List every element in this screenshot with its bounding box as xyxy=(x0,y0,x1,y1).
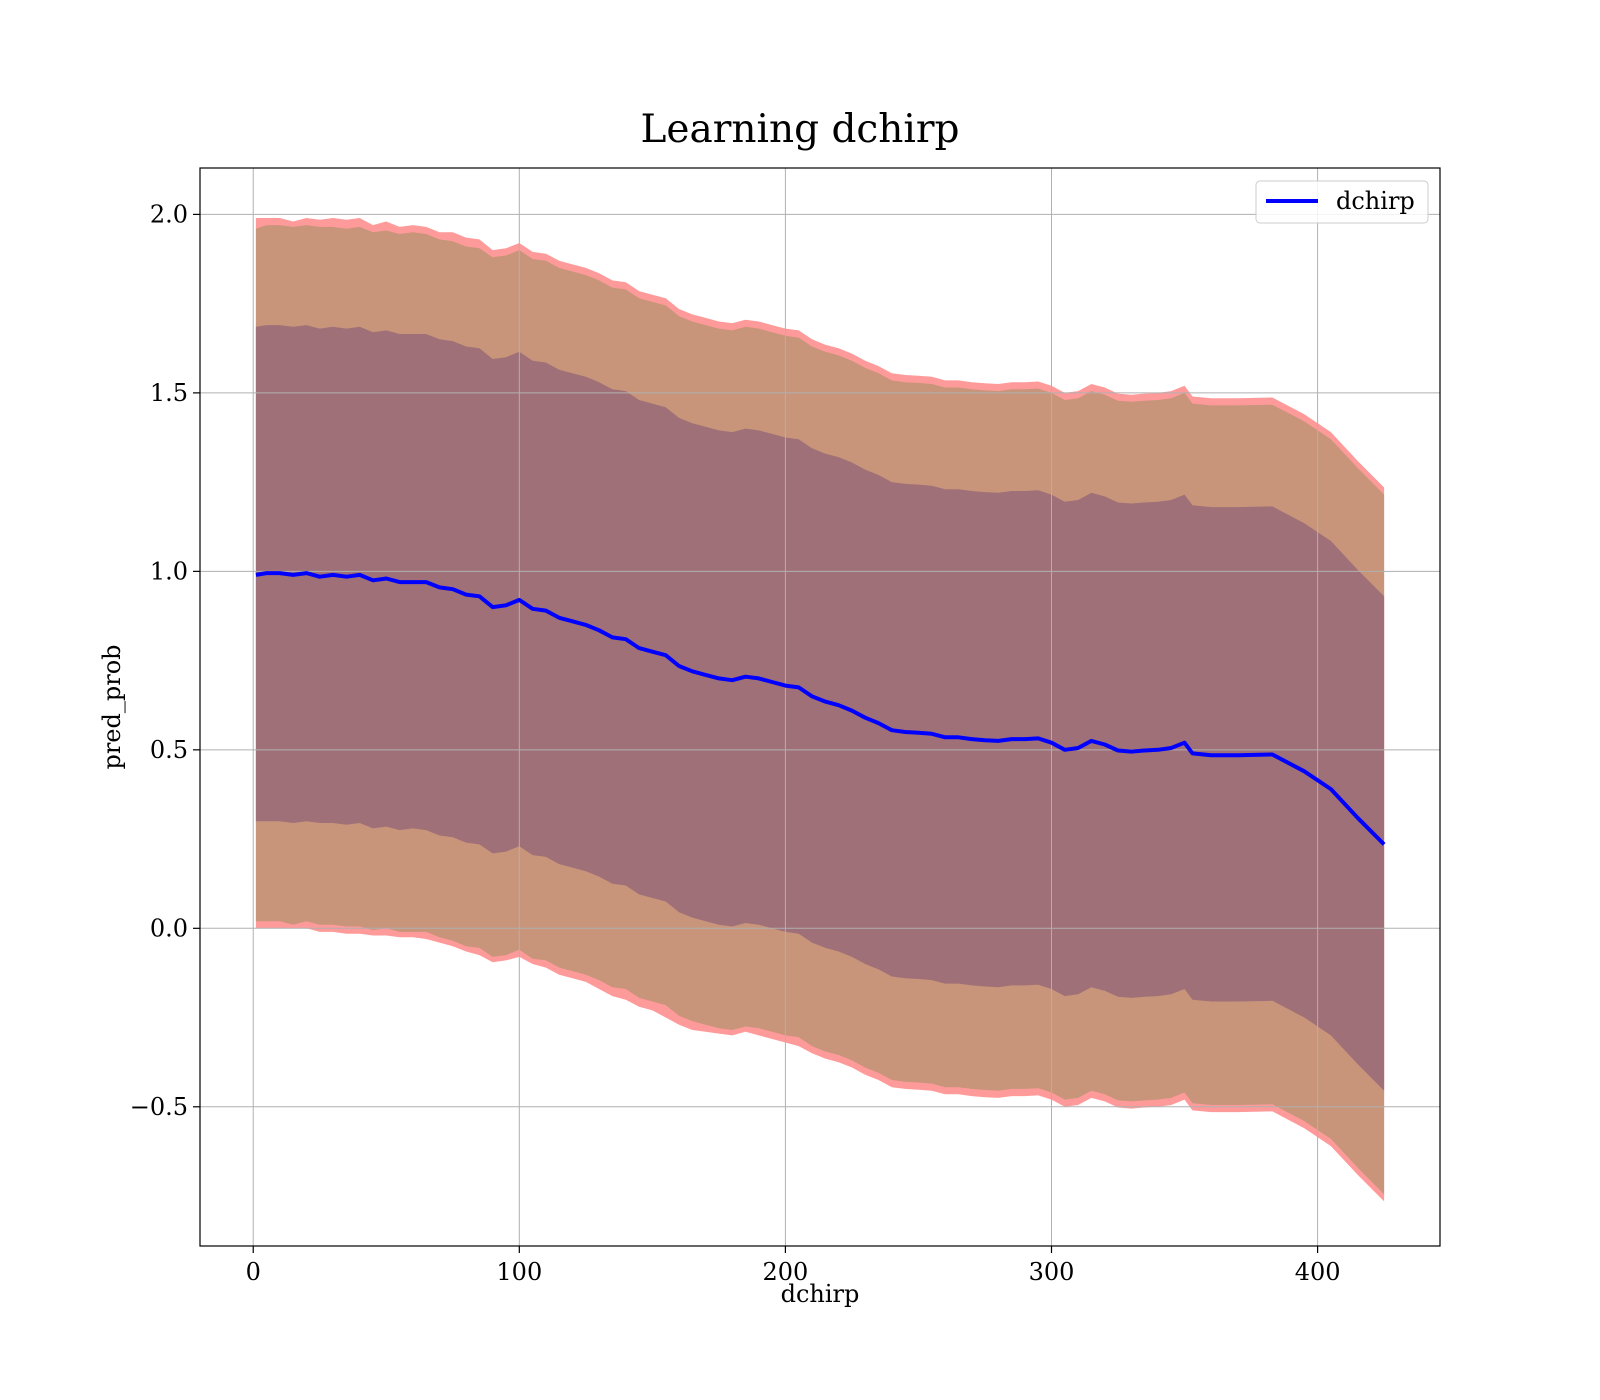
x-tick-label: 300 xyxy=(1029,1258,1075,1286)
legend-box xyxy=(1255,180,1429,224)
x-axis-ticks: 0 100 200 300 400 xyxy=(246,1246,1341,1286)
plot-frame xyxy=(199,167,1441,1247)
y-tick-label: −0.5 xyxy=(130,1093,188,1121)
y-tick-label: 0.5 xyxy=(150,736,188,764)
x-tick-label: 200 xyxy=(763,1258,809,1286)
y-tick-label: 1.5 xyxy=(150,379,188,407)
y-tick-label: 1.0 xyxy=(150,557,188,585)
series-lines xyxy=(255,571,1386,846)
confidence-bands xyxy=(255,218,1385,1202)
x-tick-label: 400 xyxy=(1295,1258,1341,1286)
x-tick-label: 0 xyxy=(246,1258,261,1286)
x-tick-label: 100 xyxy=(496,1258,542,1286)
grid xyxy=(200,168,1440,1246)
series-line-dchirp xyxy=(255,571,1386,846)
legend-label: dchirp xyxy=(1336,187,1415,215)
y-axis-ticks: −0.5 0.0 0.5 1.0 1.5 2.0 xyxy=(130,200,200,1121)
confidence-band-3 xyxy=(255,325,1385,1091)
y-axis-label: pred_prob xyxy=(98,644,126,769)
legend: dchirp xyxy=(1255,180,1429,224)
y-tick-label: 2.0 xyxy=(150,200,188,228)
y-tick-label: 0.0 xyxy=(150,914,188,942)
chart-title: Learning dchirp xyxy=(641,107,960,152)
x-axis-label: dchirp xyxy=(781,1280,860,1308)
